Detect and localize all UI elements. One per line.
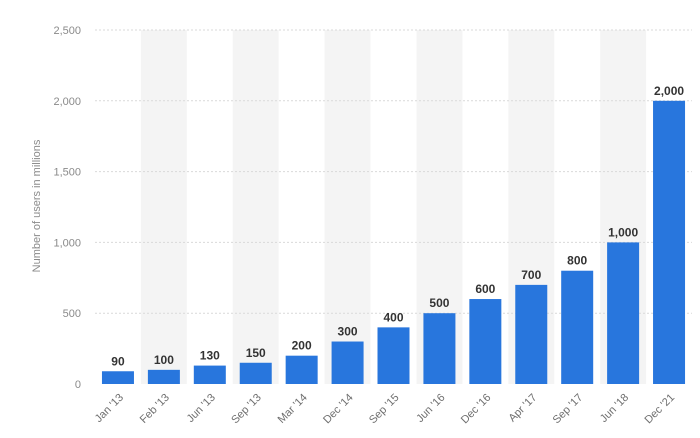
bar xyxy=(147,369,180,384)
bar xyxy=(515,284,548,384)
bar xyxy=(377,327,410,384)
bar-value-label: 800 xyxy=(567,254,587,268)
y-axis-title: Number of users in millions xyxy=(31,139,43,272)
y-tick-label: 0 xyxy=(75,379,81,391)
x-tick-label: Mar '14 xyxy=(276,392,310,426)
data-labels: 90 100 130 150 200 300 400 500 600 700 800 1,000 2,0… xyxy=(111,84,684,368)
y-tick-label: 1,000 xyxy=(53,237,81,249)
bar xyxy=(561,270,594,384)
x-tick-label: Dec '14 xyxy=(321,392,356,427)
bar xyxy=(101,371,134,384)
background-band xyxy=(232,30,279,384)
x-tick-label: Dec '16 xyxy=(459,392,494,427)
x-tick-label: Jun '13 xyxy=(185,392,218,425)
y-tick-label: 500 xyxy=(63,308,81,320)
x-tick-label: Jun '16 xyxy=(414,392,447,425)
x-tick-label: Dec '21 xyxy=(643,392,678,427)
x-tick-label: Sep '17 xyxy=(551,392,586,427)
bar-value-label: 100 xyxy=(154,353,174,367)
bar xyxy=(239,362,272,384)
bar-value-label: 500 xyxy=(429,296,449,310)
x-tick-label: Sep '15 xyxy=(367,392,402,427)
bar-value-label: 1,000 xyxy=(608,225,638,239)
bar-value-label: 150 xyxy=(246,346,266,360)
bar xyxy=(193,365,226,384)
bar-value-label: 90 xyxy=(111,354,125,368)
y-tick-label: 1,500 xyxy=(53,167,81,179)
x-tick-label: Sep '13 xyxy=(229,392,264,427)
x-axis-labels: Jan '13 Feb '13 Jun '13 Sep '13 Mar '14 Dec '… xyxy=(93,392,677,427)
bar xyxy=(469,299,502,384)
bar xyxy=(607,242,640,384)
x-tick-label: Jun '18 xyxy=(598,392,631,425)
bar-value-label: 300 xyxy=(338,325,358,339)
background-band xyxy=(140,30,187,384)
bar-value-label: 2,000 xyxy=(654,84,684,98)
bar-value-label: 200 xyxy=(292,339,312,353)
bar-value-label: 130 xyxy=(200,349,220,363)
bar-value-label: 700 xyxy=(521,268,541,282)
y-tick-label: 2,500 xyxy=(53,25,81,37)
bar xyxy=(423,313,456,384)
bars xyxy=(101,100,686,385)
y-tick-label: 2,000 xyxy=(53,96,81,108)
bar-value-label: 400 xyxy=(383,310,403,324)
background-band xyxy=(324,30,371,384)
y-axis-ticks: 0 500 1,000 1,500 2,000 2,500 xyxy=(53,25,81,391)
bar-value-label: 600 xyxy=(475,282,495,296)
bar xyxy=(331,341,364,384)
x-tick-label: Apr '17 xyxy=(506,392,539,425)
x-tick-label: Feb '13 xyxy=(138,392,172,426)
x-tick-label: Jan '13 xyxy=(93,392,126,425)
bar xyxy=(285,355,318,384)
bar xyxy=(653,100,686,385)
